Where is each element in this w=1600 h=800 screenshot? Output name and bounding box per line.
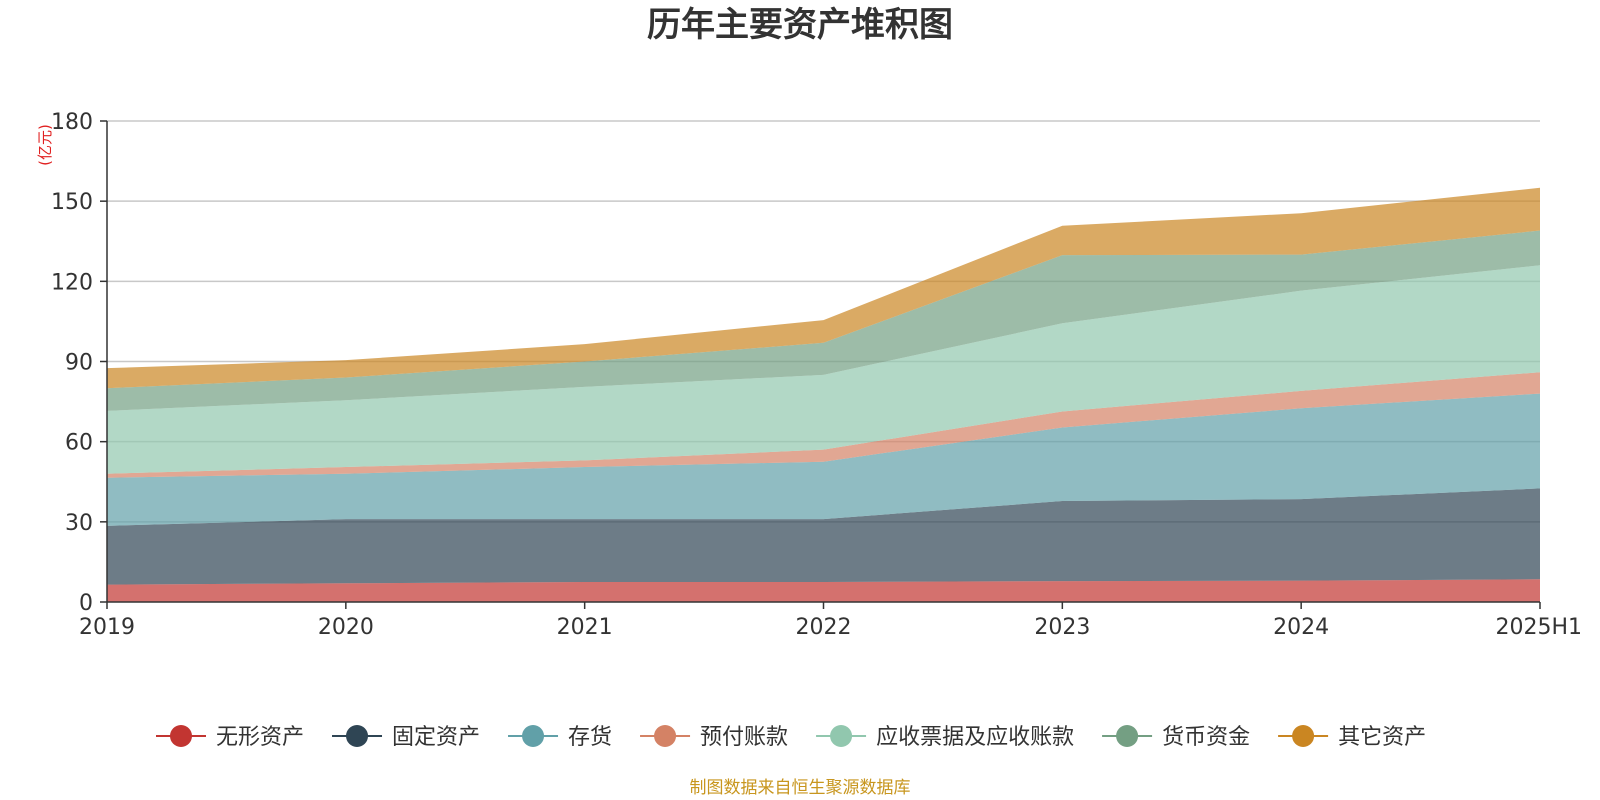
area-series-3 [107,393,1540,526]
y-tick-label-150: 150 [51,190,93,215]
legend: 无形资产 固定资产 存货 预付账款 应收票据及应收账款 货币资金 其它资产 [156,725,1426,750]
legend-marker-3 [522,725,545,747]
x-tick-label-2022: 2022 [796,615,852,640]
legend-item-6[interactable]: 货币资金 [1102,725,1250,750]
legend-marker-6 [1116,725,1139,747]
area-series-5 [107,265,1540,474]
x-tick-label-2024: 2024 [1273,615,1329,640]
legend-label-2: 固定资产 [392,725,480,750]
legend-marker-2 [346,725,369,747]
x-tick-label-2021: 2021 [557,615,613,640]
axes: 0 30 60 90 120 150 180 2019 2020 2021 2022 2023 2024… [51,110,1582,640]
x-tick-label-2019: 2019 [79,615,135,640]
legend-label-3: 存货 [568,725,612,750]
legend-item-3[interactable]: 存货 [508,725,612,750]
y-tick-label-90: 90 [65,351,93,376]
legend-item-7[interactable]: 其它资产 [1278,725,1426,750]
area-series-1 [107,579,1540,602]
legend-label-1: 无形资产 [216,725,304,750]
chart-title: 历年主要资产堆积图 [647,5,953,45]
area-series-6 [107,230,1540,411]
legend-label-5: 应收票据及应收账款 [876,725,1074,750]
y-axis-unit-label: (亿元) [36,124,54,166]
area-series-7 [107,187,1540,389]
y-tick-label-0: 0 [79,591,93,616]
y-tick-label-180: 180 [51,110,93,135]
y-tick-label-30: 30 [65,511,93,536]
legend-item-2[interactable]: 固定资产 [332,725,480,750]
area-series-group [107,187,1540,602]
x-tick-label-2020: 2020 [318,615,374,640]
legend-marker-4 [654,725,677,747]
y-tick-label-60: 60 [65,431,93,456]
legend-label-7: 其它资产 [1338,725,1426,750]
x-tick-label-2025H1: 2025H1 [1495,615,1582,640]
legend-item-5[interactable]: 应收票据及应收账款 [816,725,1074,750]
legend-label-4: 预付账款 [700,725,788,750]
legend-marker-5 [830,725,853,747]
legend-item-1[interactable]: 无形资产 [156,725,304,750]
legend-marker-1 [170,725,192,747]
legend-item-4[interactable]: 预付账款 [640,725,788,750]
y-tick-label-120: 120 [51,270,93,295]
legend-marker-7 [1292,725,1315,747]
legend-label-6: 货币资金 [1162,725,1250,750]
area-series-4 [107,372,1540,478]
source-note: 制图数据来自恒生聚源数据库 [690,778,911,798]
x-tick-label-2023: 2023 [1034,615,1090,640]
area-series-2 [107,488,1540,585]
